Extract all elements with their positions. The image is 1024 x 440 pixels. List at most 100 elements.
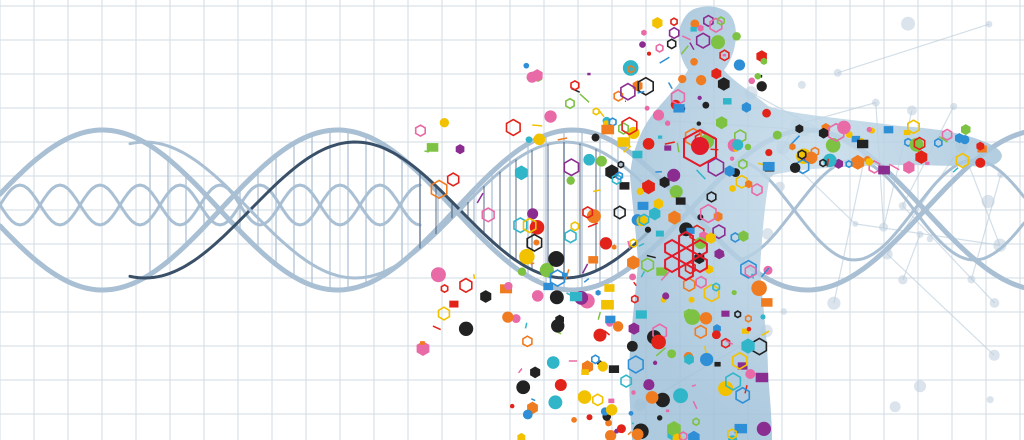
network-link [902,205,995,304]
molecule-hexagon [666,38,677,50]
molecule-dot [548,395,563,410]
molecule-hexagon [731,351,748,370]
molecule-hexagon-filled [711,67,722,80]
molecule-hexagon [617,160,625,169]
molecule-hexagon [437,306,451,321]
molecule-bond [627,431,632,436]
molecule-block [722,98,732,105]
molecule-dot [731,290,737,296]
molecule-block [903,130,911,136]
molecule-dot [664,120,671,126]
molecule-dot [597,361,608,372]
molecule-dot [439,118,450,128]
molecule-dot [655,392,670,408]
molecule-block [617,137,631,147]
molecule-dot [599,237,613,250]
molecule-bond [640,270,646,278]
molecule-dot [690,57,698,66]
molecule-dot [636,187,644,196]
molecule-dot [667,168,681,182]
molecule-hexagon [845,159,853,169]
helix-strand-small [0,183,422,227]
molecule-hexagon [549,269,566,288]
molecule-dot [604,430,617,440]
molecule-dot [710,35,725,50]
molecule-block [588,256,599,264]
molecule-block [655,230,664,237]
molecule-hexagon [726,428,738,440]
molecule-dot [646,51,652,56]
molecule-hexagon [629,238,638,249]
molecule-hexagon [720,337,731,349]
molecule-hexagon [735,386,751,404]
molecule-hexagon [668,26,680,40]
molecule-bond [557,137,568,141]
molecule-dot [695,74,707,86]
molecule-dot [549,290,564,305]
molecule-bond [597,311,602,320]
molecule-dot [593,328,607,342]
molecule-dot [662,292,670,300]
molecule-dot [631,428,644,440]
molecule-hexagon-filled [741,102,752,113]
molecule-hexagon-filled [455,144,465,155]
molecule-hexagon [430,179,448,200]
molecule-dot [762,108,771,118]
heart-hexagon-outline [683,128,717,168]
molecule-bond [532,124,543,127]
molecule-dot [616,424,626,434]
molecule-bond [623,145,632,153]
molecule-dot [702,101,710,109]
molecule-hexagon [670,17,678,27]
colorful-molecule-particles [414,14,987,440]
molecule-bond [476,192,484,204]
molecule-hexagon [582,205,594,219]
molecule-hexagon [797,149,807,160]
molecule-bond [565,269,570,280]
molecule-block [742,328,749,334]
molecule-hexagon [613,205,626,220]
molecule-bond [681,35,691,41]
molecule-dot [643,379,655,391]
molecule-hexagon [638,213,650,226]
molecule-hexagon-filled [628,322,640,335]
molecule-block [635,310,647,319]
molecule-dot [629,273,637,281]
molecule-dot [746,326,752,332]
molecule-hexagon [564,97,575,110]
molecule-hexagon [563,158,580,177]
molecule-hexagon [744,264,757,279]
molecule-hexagon [513,216,528,234]
network-node [879,222,889,232]
molecule-bond [603,330,611,336]
molecule-hexagon [641,257,655,273]
molecule-hexagon [695,275,707,289]
molecule-bond [692,400,698,410]
molecule-block [722,53,727,57]
molecule-dot [729,185,736,192]
molecule-block [605,315,616,324]
molecule-hexagon [682,277,696,293]
molecule-dot [669,185,683,199]
molecule-dot [591,133,600,142]
molecule-hexagon [955,152,970,169]
red-hexagon-cell [678,262,694,282]
molecule-hexagon-filled [738,230,749,242]
molecule-block [714,361,721,367]
molecule-hexagon-filled [851,154,865,170]
molecule-dot [765,148,773,157]
helix-strand-large [0,127,1024,293]
network-node [898,201,907,210]
molecule-dot [909,137,924,152]
molecule-dot [684,309,701,325]
molecule-bond [826,158,830,167]
molecule-hexagon-filled [659,176,670,188]
molecule-dot [458,321,474,336]
molecule-hexagon-filled [517,432,526,440]
molecule-bond [680,45,689,55]
molecule-hexagon-filled [530,366,541,379]
molecule-bond [676,142,680,153]
molecule-dot [690,19,700,29]
molecule-bond [627,240,631,249]
molecule-dot [544,110,557,123]
